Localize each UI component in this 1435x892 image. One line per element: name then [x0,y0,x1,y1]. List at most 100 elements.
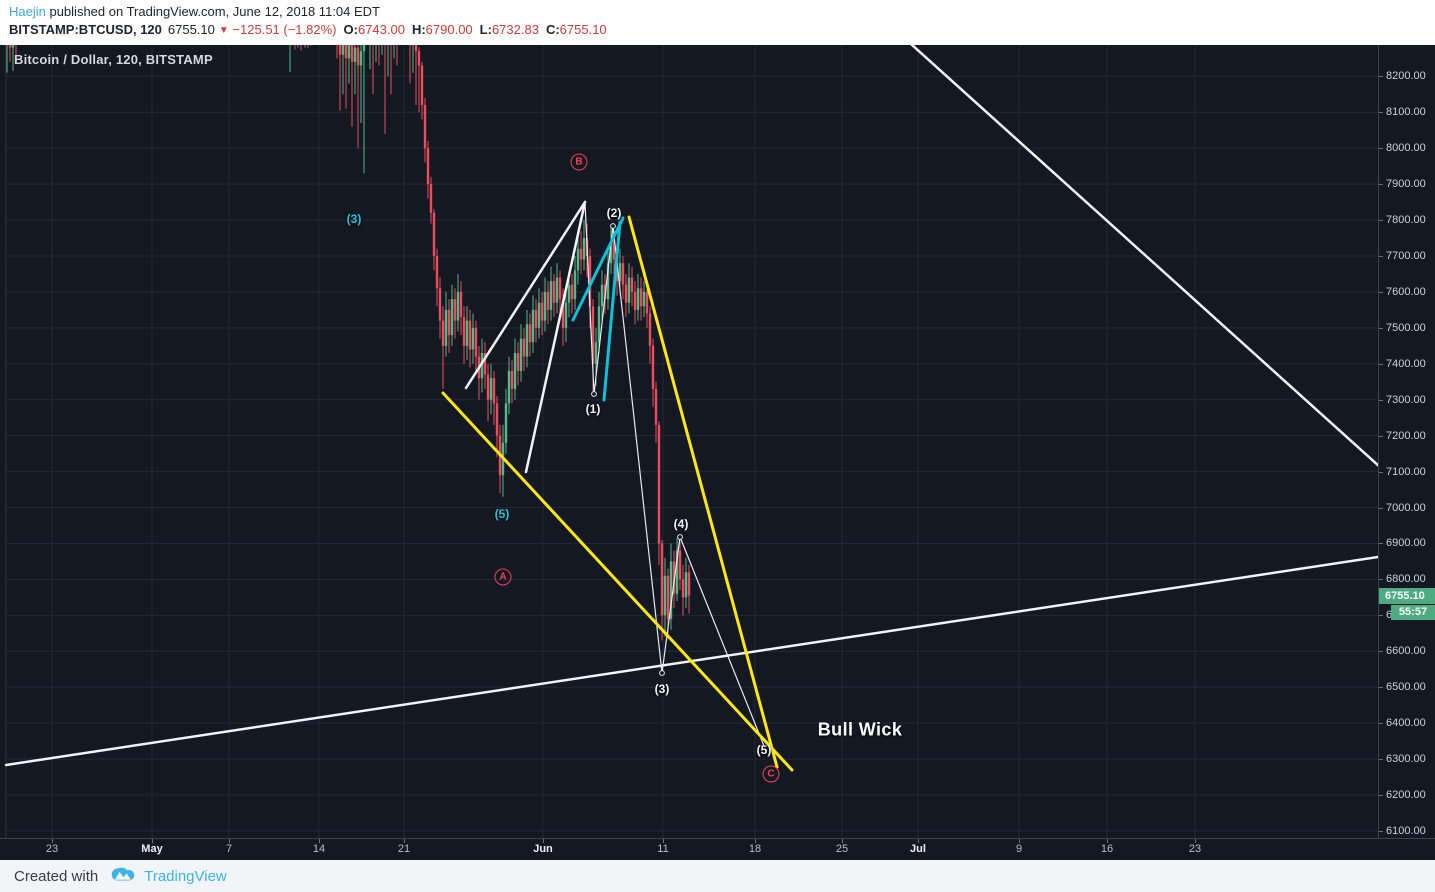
price-axis-tick [1379,76,1383,78]
last-price: 6755.10 [167,22,215,37]
symbol-name: BITSTAMP:BTCUSD, 120 [9,22,162,37]
price-axis-label: 7000.00 [1386,501,1426,514]
candlestick-chart[interactable] [0,45,1378,838]
time-axis-tick [755,839,756,843]
descending-resistance-line[interactable] [910,45,1378,467]
time-axis-tick [229,839,230,843]
time-axis-tick [152,839,153,843]
price-axis-tick [1379,795,1383,796]
price-axis-label: 6900.00 [1386,537,1426,550]
price-axis-tick [1379,327,1383,329]
grid [6,45,1378,838]
time-axis[interactable]: 23 May 7 14 21 Jun 11 18 25 Jul 9 16 23 [0,838,1435,860]
price-axis-label: 6600.00 [1386,645,1426,658]
price-axis-tick [1379,579,1383,581]
price-axis-tick [1379,759,1383,761]
price-axis-label: 8000.00 [1386,142,1426,155]
time-axis-tick [52,839,53,843]
bar-countdown-badge: 55:57 [1391,604,1435,620]
price-axis-label: 6200.00 [1386,789,1426,801]
time-axis-label: 7 [225,843,233,855]
price-axis-label: 7200.00 [1386,429,1426,442]
pivot-marker [659,670,665,676]
price-axis-label: 8200.00 [1386,70,1426,83]
wedge-yellow-right[interactable] [627,215,779,769]
high-value: 6790.00 [425,22,473,37]
price-axis-tick [1379,255,1383,257]
time-axis-label: 18 [748,843,762,855]
time-axis-tick [842,839,843,843]
time-axis-tick [918,839,919,843]
time-axis-label: May [141,843,163,855]
price-axis-tick [1379,471,1383,473]
time-axis-tick [404,839,405,843]
white-spike-right[interactable] [524,200,587,474]
low-value: 6732.83 [491,22,539,37]
time-axis-tick [1019,839,1020,843]
publish-info-line: Haejin published on TradingView.com, Jun… [9,3,1435,20]
price-axis-tick [1379,148,1383,150]
time-axis-label: 16 [1100,843,1114,855]
time-axis-label: Jun [533,843,553,855]
time-axis-label: 9 [1015,843,1023,855]
chart-pane[interactable]: Bitcoin / Dollar, 120, BITSTAMP (3) (5) B A… [0,45,1378,838]
price-axis-tick [1379,651,1383,653]
pivot-marker [610,223,616,229]
price-axis-label: 7300.00 [1386,393,1426,406]
footer: Created with TradingView [0,860,1435,892]
time-axis-label: 25 [835,843,849,855]
price-axis-label: 8100.00 [1386,106,1426,119]
time-axis-tick [319,839,320,843]
price-axis-tick [1379,507,1383,509]
price-axis-tick [1379,687,1383,689]
price-axis-tick [1379,184,1383,186]
cyan-trend-1[interactable] [571,216,625,322]
last-price-badge: 6755.10 [1379,587,1435,604]
price-axis-label: 7100.00 [1386,465,1426,478]
price-axis-label: 7900.00 [1386,178,1426,191]
price-axis-label: 6100.00 [1386,824,1426,837]
pivot-marker [677,534,683,540]
time-axis-tick [1195,839,1196,843]
change-value: −125.51 (−1.82%) [232,22,337,37]
white-spike-left[interactable] [464,200,587,390]
tradingview-logo-icon [110,867,136,885]
author-link[interactable]: Haejin [9,4,46,19]
time-axis-tick [1107,839,1108,843]
price-axis-label: 6800.00 [1386,573,1426,586]
price-axis[interactable]: 6755.10 55:57 8200.00 8100.00 8000.00 7900.… [1378,45,1435,838]
chart-header: Haejin published on TradingView.com, Jun… [0,0,1435,45]
change-arrow-icon: ▼ [218,25,229,36]
high-label: H: [411,22,426,37]
price-axis-tick [1379,112,1383,114]
close-value: 6755.10 [559,22,607,37]
price-axis-tick [1379,220,1383,222]
price-axis-tick [1379,543,1383,545]
published-text: published on TradingView.com, June 12, 2… [45,4,380,19]
wave-count-path[interactable] [584,201,765,747]
price-axis-label: 7800.00 [1386,214,1426,227]
time-axis-label: 11 [657,843,669,855]
tradingview-brand-link[interactable]: TradingView [144,867,227,885]
pivot-marker [591,391,597,397]
time-axis-label: 23 [45,843,59,855]
price-axis-tick [1379,399,1383,401]
price-axis-tick [1379,291,1383,293]
close-label: C: [545,22,560,37]
price-axis-label: 7600.00 [1386,285,1426,298]
time-axis-tick [663,839,664,843]
cyan-trend-2[interactable] [602,220,622,402]
time-axis-label: Jul [910,843,926,855]
price-axis-label: 7400.00 [1386,357,1426,370]
open-label: O: [343,22,358,37]
price-axis-tick [1379,615,1383,617]
created-with-text: Created with [14,867,99,885]
time-axis-label: 21 [397,843,411,855]
wedge-yellow-left[interactable] [441,391,794,772]
price-axis-label: 6500.00 [1386,681,1426,694]
time-axis-label: 23 [1188,843,1202,855]
symbol-info-line: BITSTAMP:BTCUSD, 120 6755.10 ▼ −125.51 (−1… [9,21,1435,41]
price-axis-tick [1379,435,1383,437]
price-axis-label: 6300.00 [1386,753,1426,766]
